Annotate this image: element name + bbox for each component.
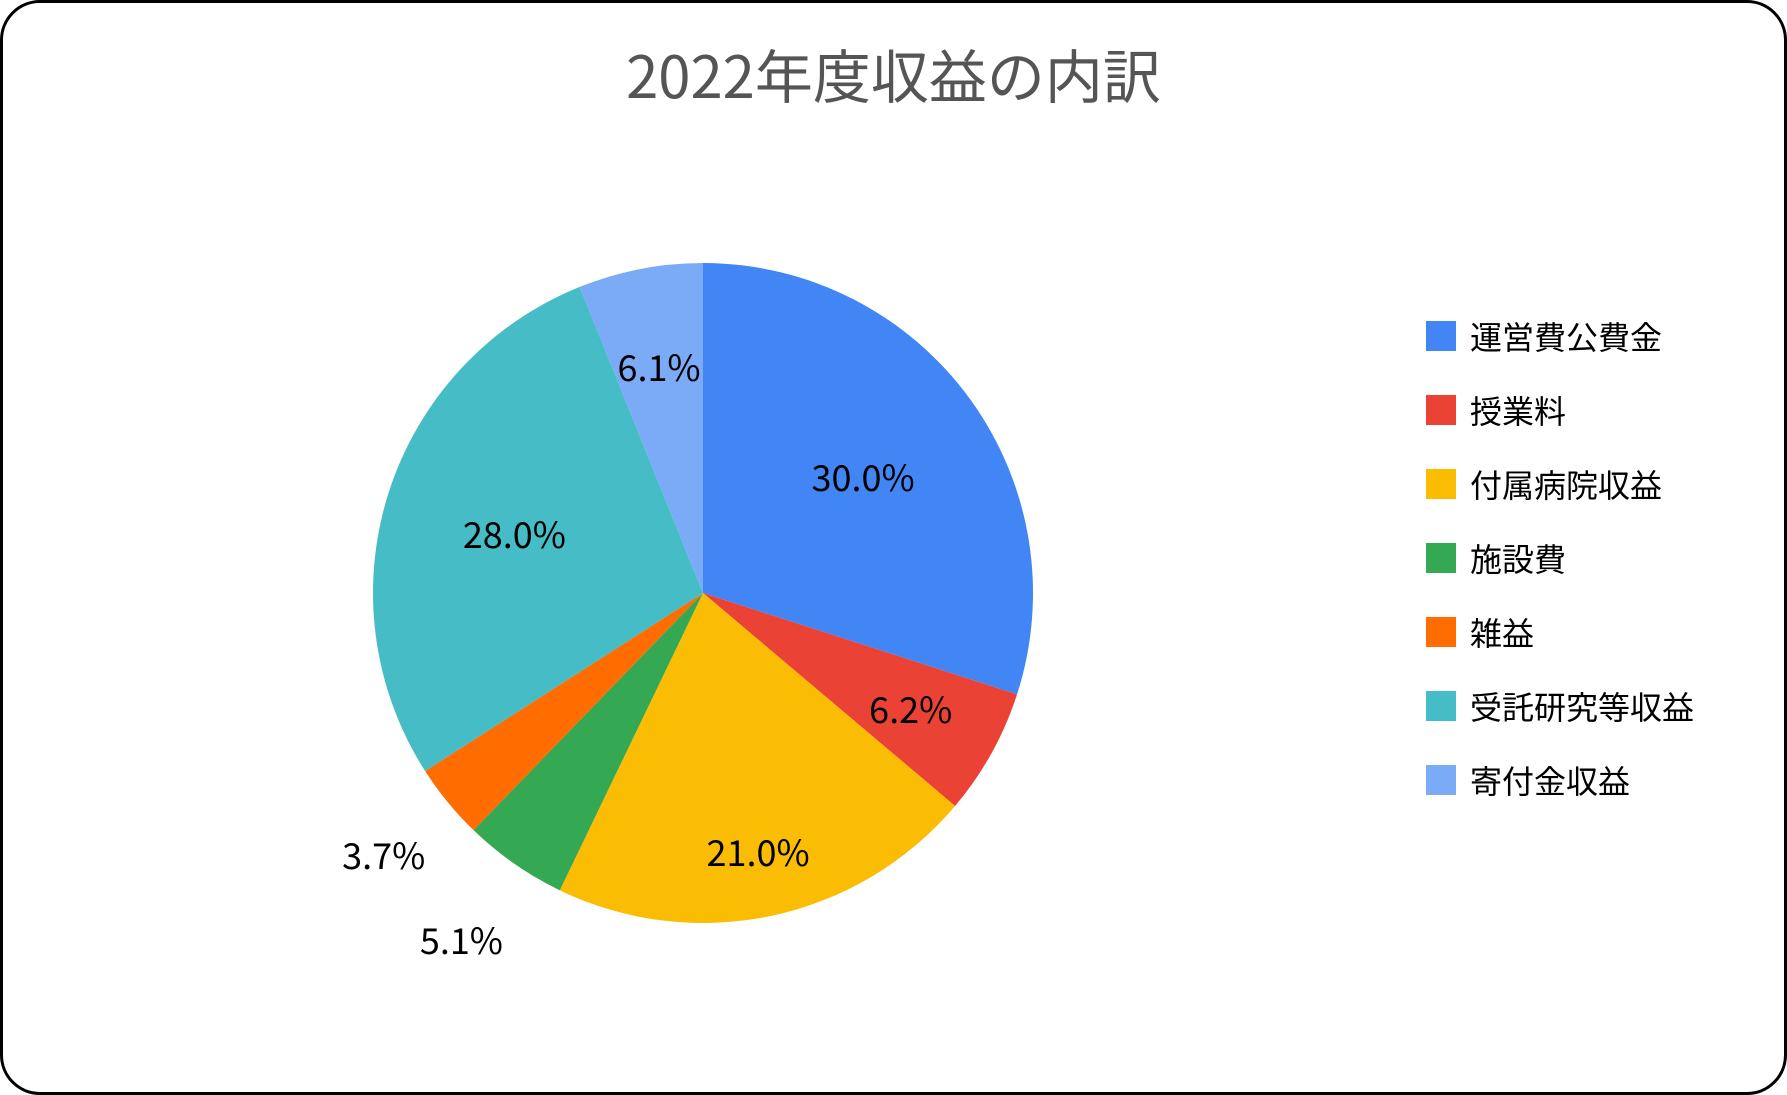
- slice-percent-label: 6.1%: [617, 340, 700, 392]
- legend-label: 授業料: [1470, 387, 1566, 433]
- slice-percent-label: 5.1%: [420, 913, 503, 965]
- legend-swatch: [1426, 543, 1456, 573]
- legend-swatch: [1426, 321, 1456, 351]
- slice-percent-label: 21.0%: [707, 825, 810, 877]
- legend-item: 雑益: [1426, 609, 1694, 655]
- slice-percent-label: 30.0%: [812, 450, 915, 502]
- legend-item: 施設費: [1426, 535, 1694, 581]
- legend-item: 運営費公費金: [1426, 313, 1694, 359]
- legend-label: 付属病院収益: [1470, 461, 1662, 507]
- legend-item: 受託研究等収益: [1426, 683, 1694, 729]
- chart-title: 2022年度収益の内訳: [3, 31, 1784, 115]
- legend-label: 施設費: [1470, 535, 1566, 581]
- legend-swatch: [1426, 765, 1456, 795]
- legend-swatch: [1426, 617, 1456, 647]
- legend-swatch: [1426, 395, 1456, 425]
- legend-swatch: [1426, 469, 1456, 499]
- legend-label: 寄付金収益: [1470, 757, 1630, 803]
- legend-label: 受託研究等収益: [1470, 683, 1694, 729]
- chart-card: 2022年度収益の内訳 30.0% 6.2% 21.0% 5.1% 3.7% 28.0% 6…: [0, 0, 1787, 1095]
- slice-percent-label: 28.0%: [463, 507, 566, 559]
- legend-item: 授業料: [1426, 387, 1694, 433]
- legend-item: 付属病院収益: [1426, 461, 1694, 507]
- legend: 運営費公費金授業料付属病院収益施設費雑益受託研究等収益寄付金収益: [1426, 313, 1694, 831]
- legend-swatch: [1426, 691, 1456, 721]
- slice-percent-label: 3.7%: [342, 828, 425, 880]
- legend-item: 寄付金収益: [1426, 757, 1694, 803]
- legend-label: 運営費公費金: [1470, 313, 1662, 359]
- legend-label: 雑益: [1470, 609, 1534, 655]
- slice-percent-label: 6.2%: [869, 682, 952, 734]
